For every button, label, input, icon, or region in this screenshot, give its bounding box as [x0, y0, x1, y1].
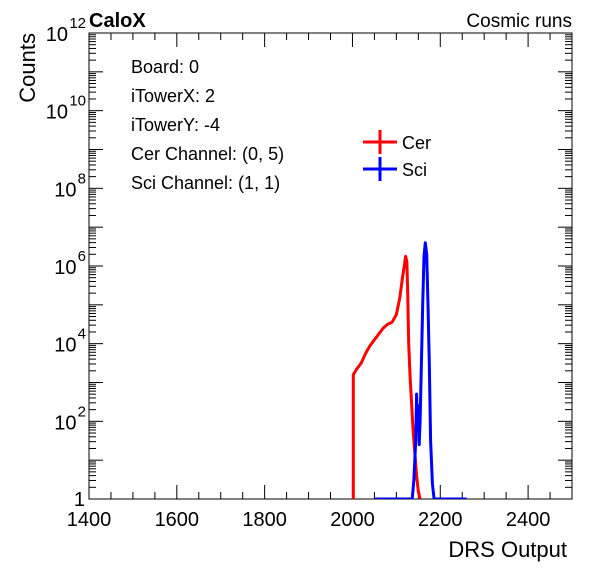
info-itowerx: iTowerX: 2: [131, 86, 215, 106]
x-tick-label: 1600: [155, 509, 200, 531]
series-line-cer: [351, 254, 422, 499]
y-tick-label: 1: [74, 489, 85, 511]
legend-label-cer: Cer: [402, 133, 431, 153]
info-itowery: iTowerY: -4: [131, 115, 220, 135]
x-axis-label: DRS Output: [448, 537, 567, 562]
legend-label-sci: Sci: [402, 160, 427, 180]
x-tick-label: 2200: [418, 509, 463, 531]
info-box: Board: 0 iTowerX: 2 iTowerY: -4 Cer Chan…: [131, 57, 284, 193]
y-tick-label: 810: [54, 170, 86, 201]
y-tick-label-base: 10: [54, 257, 76, 279]
legend-entry-cer: Cer: [363, 130, 431, 154]
y-tick-label: 610: [54, 248, 86, 279]
y-axis-label: Counts: [15, 33, 40, 103]
legend: Cer Sci: [363, 130, 431, 181]
info-sci-channel: Sci Channel: (1, 1): [131, 173, 280, 193]
x-tick-label: 2400: [506, 509, 551, 531]
info-board: Board: 0: [131, 57, 199, 77]
y-tick-label-exponent: 12: [69, 15, 86, 32]
y-tick-label: 410: [54, 326, 86, 357]
y-tick-label-base: 10: [54, 335, 76, 357]
chart-title-left: CaloX: [89, 10, 146, 32]
x-axis-tick-labels: 1400 1600 1800 2000 2200 2400: [67, 509, 551, 531]
info-cer-channel: Cer Channel: (0, 5): [131, 144, 284, 164]
y-tick-label-exponent: 4: [78, 326, 86, 343]
y-tick-label-base: 10: [46, 102, 68, 124]
y-tick-label-base: 10: [54, 412, 76, 434]
x-tick-label: 1800: [242, 509, 287, 531]
y-tick-label-exponent: 10: [69, 93, 86, 110]
y-tick-label-exponent: 2: [78, 403, 86, 420]
y-tick-label-exponent: 8: [78, 170, 86, 187]
legend-entry-sci: Sci: [363, 157, 427, 181]
y-tick-label-exponent: 6: [78, 248, 86, 265]
y-tick-label: 210: [54, 403, 86, 434]
series-line-sci: [374, 241, 467, 499]
series-lines: [351, 241, 467, 499]
y-axis-ticks: [89, 34, 572, 500]
y-tick-label-base: 10: [46, 24, 68, 46]
x-tick-label: 1400: [67, 509, 112, 531]
x-tick-label: 2000: [330, 509, 375, 531]
y-tick-label-base: 1: [74, 489, 85, 511]
chart-title-right: Cosmic runs: [466, 11, 572, 32]
y-tick-label-base: 10: [54, 179, 76, 201]
